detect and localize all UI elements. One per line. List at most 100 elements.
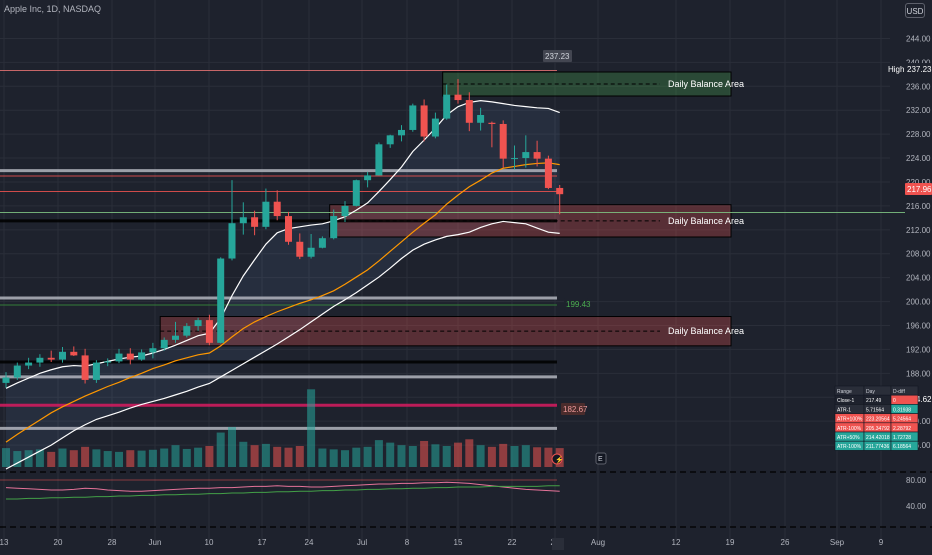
candle-body (285, 216, 292, 242)
price-tick-label: 220.00 (906, 178, 931, 187)
balance-zone-label: Daily Balance Area (668, 79, 744, 89)
osc-tick-label: 80.00 (906, 476, 927, 485)
candle-body (488, 122, 496, 124)
volume-bar (386, 442, 395, 467)
candle-body (341, 205, 349, 217)
volume-bar (442, 446, 451, 467)
stats-cell-text: 205.34792 (866, 426, 890, 432)
sma-slow-line (5, 220, 560, 470)
volume-bar (499, 443, 508, 467)
candle-body (318, 238, 326, 248)
stats-header-text: D-diff (893, 389, 905, 395)
volume-bar (47, 451, 56, 467)
time-tick-label: 22 (508, 538, 517, 547)
symbol-title[interactable]: Apple Inc, 1D, NASDAQ (4, 4, 102, 14)
candle-body (251, 217, 259, 227)
candle-body (533, 152, 541, 159)
volume-bar (13, 451, 22, 467)
balance-zone-label: Daily Balance Area (668, 326, 744, 336)
volume-bar (329, 449, 338, 467)
volume-bar (454, 442, 462, 467)
candle-body (465, 100, 473, 123)
stats-cell-text: ATR-1 (837, 407, 851, 413)
price-tick-label: 212.00 (906, 226, 931, 235)
volume-bar (533, 447, 542, 467)
candle-body (544, 158, 552, 188)
stats-cell-text: 2.28792 (893, 426, 911, 432)
level-199-label: 199.43 (566, 300, 591, 309)
candle-body (217, 258, 225, 343)
price-tick-label: 188.00 (906, 369, 931, 378)
volume-bar (544, 447, 553, 467)
volume-bar (521, 445, 530, 467)
volume-bar (273, 446, 282, 467)
volume-bar (103, 451, 112, 467)
stats-header-text: Day (866, 389, 875, 395)
time-tick-label: 24 (305, 538, 314, 547)
price-tick-label: 208.00 (906, 250, 931, 259)
volume-bar (408, 446, 417, 467)
high-value-bg (905, 63, 932, 75)
level-182-label: 182.67 (563, 405, 588, 414)
candle-body (149, 348, 157, 353)
high-value: 237.23 (907, 65, 932, 74)
high-label-bg (886, 63, 903, 75)
candle-body (104, 361, 112, 363)
lightning-icon (551, 453, 563, 465)
volume-bar (397, 445, 406, 467)
volume-bar (250, 445, 259, 467)
stats-cell-text: 5.24564 (893, 417, 911, 423)
volume-bar (81, 446, 90, 467)
candles-layer (2, 79, 564, 388)
volume-bar (352, 447, 361, 467)
volume-bar (35, 449, 44, 467)
candle-body (409, 105, 417, 130)
candle-body (160, 339, 168, 349)
time-tick-label: 13 (0, 538, 9, 547)
candle-body (70, 351, 78, 356)
candle-body (92, 362, 100, 380)
price-tick-label: 196.00 (906, 322, 931, 331)
stats-cell-text: ATR-100% (837, 426, 862, 432)
volume-bar (363, 446, 372, 467)
stats-table: Range Day D-diff Close-1 217.49 0 ATR-1 5.71564… (834, 385, 919, 451)
price-tick-label: 180.00 (906, 417, 931, 426)
stats-cell-text: ATR+100% (837, 417, 863, 423)
volume-bar (487, 446, 496, 467)
candle-body (59, 351, 66, 360)
stats-cell-text: ATR-100% (837, 444, 862, 450)
volume-bar (307, 389, 316, 467)
top-marker-badge-bg (543, 50, 572, 62)
candle-body (239, 217, 247, 224)
volume-bar (160, 448, 169, 467)
candle-body (172, 335, 179, 340)
candle-body (511, 158, 518, 160)
volume-bar (171, 445, 180, 467)
volume-bar (228, 427, 236, 467)
currency-button[interactable]: USD (905, 3, 925, 18)
price-labels-layer: High237.23Low184.62217.96237.23199.43182… (543, 50, 932, 465)
candle-body (126, 353, 134, 360)
earnings-badge: E (598, 456, 603, 463)
earnings-badge-bg (595, 452, 607, 465)
stats-cell-text: 6.18564 (893, 444, 911, 450)
time-tick-label: 19 (726, 538, 735, 547)
candle-body (273, 201, 281, 217)
candle-body (420, 105, 428, 137)
candle-body (47, 357, 55, 360)
volume-bar (318, 448, 327, 467)
price-tick-label: 228.00 (906, 130, 931, 139)
volume-bar (510, 446, 519, 467)
stats-header-text: Range (837, 389, 852, 395)
candle-body (330, 216, 338, 239)
volume-bar (2, 448, 10, 467)
candle-body (307, 247, 315, 257)
lightning-glyph: ⚡ (555, 455, 564, 464)
sma-mid-line (5, 162, 560, 443)
time-tick-label: 26 (781, 538, 790, 547)
volume-bar (148, 449, 157, 467)
candle-body (443, 94, 451, 119)
candle-body (36, 357, 44, 363)
